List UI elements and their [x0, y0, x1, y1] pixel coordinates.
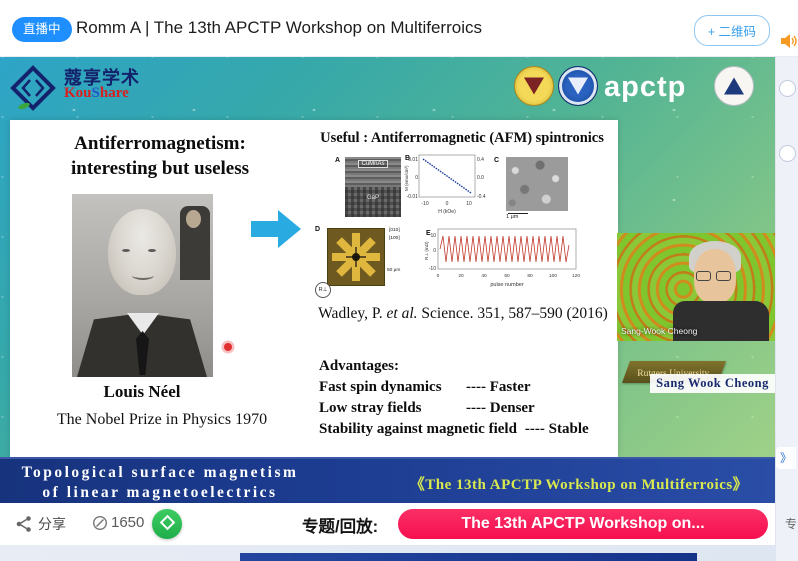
svg-text:-10: -10 — [421, 201, 428, 207]
page-bottom-strip — [0, 545, 798, 561]
neel-caption-name: Louis Néel — [103, 382, 181, 401]
slide-left-heading: Antiferromagnetism: interesting but usel… — [70, 133, 250, 180]
volume-icon[interactable] — [781, 33, 798, 49]
advantage-row: Low stray fields ---- Denser — [319, 400, 535, 416]
workshop-title: 《The 13th APCTP Workshop on Multiferroic… — [409, 477, 749, 493]
svg-text:R⊥ (mΩ): R⊥ (mΩ) — [424, 241, 429, 260]
svg-text:0.0: 0.0 — [477, 175, 484, 181]
svg-text:10: 10 — [430, 233, 436, 239]
figure-panel-d-device: D R⊥ [010] [100] — [313, 224, 409, 300]
share-icon — [16, 516, 31, 532]
figure-panel-e-pulse-plot: E 10 0 -10 R⊥ (mΩ) 0 20 40 60 80 100 120… — [424, 228, 580, 288]
svg-text:20: 20 — [458, 273, 464, 279]
stream-title: Romm A | The 13th APCTP Workshop on Mult… — [76, 18, 482, 37]
figure-panel-a-tem: A CuMnAs GaP — [335, 155, 403, 219]
right-arrow-icon — [251, 210, 301, 248]
svg-text:100: 100 — [549, 273, 557, 279]
gap-label: GaP — [366, 195, 379, 201]
neel-caption-prize: The Nobel Prize in Physics 1970 — [56, 411, 268, 428]
koushare-app-icon[interactable] — [152, 509, 182, 539]
svg-text:-10: -10 — [429, 266, 436, 272]
expand-chevron-icon[interactable]: 》 — [776, 447, 796, 469]
figure-panel-b-mh-plot: B 0.01 0 -0.01 M (emu/cm³) 0.4 0.0 -0.4 … — [404, 154, 486, 215]
svg-text:B: B — [405, 155, 410, 162]
advantages-list: Advantages: Fast spin dynamics ---- Faste… — [319, 356, 615, 440]
talk-title: Topological surface magnetism of linear … — [21, 464, 299, 501]
view-count: 1650 — [92, 514, 144, 531]
readout-resistance-label: R⊥ — [315, 282, 331, 298]
video-player: 蔻享学术 KouShare apctp Antiferromagnetism: … — [0, 57, 775, 503]
figure-panel-c-sem: C 1 μm — [494, 155, 570, 221]
views-icon — [92, 515, 108, 530]
svg-text:0: 0 — [437, 273, 440, 279]
svg-text:120: 120 — [572, 273, 580, 279]
playlist-button[interactable]: The 13th APCTP Workshop on... — [398, 509, 768, 539]
bottom-toolbar: 分享 1650 专题/回放: The 13th APCTP Workshop o… — [0, 503, 775, 545]
advantages-title: Advantages: — [319, 358, 400, 374]
apctp-logo: apctp — [604, 71, 687, 103]
top-bar: 直播中 Romm A | The 13th APCTP Workshop on … — [0, 0, 798, 57]
university-seal-gold — [514, 66, 554, 106]
laser-pointer-dot — [224, 343, 232, 351]
institute-seal-white — [714, 66, 754, 106]
svg-text:0.4: 0.4 — [477, 157, 484, 163]
koushare-logo-icon — [10, 65, 56, 111]
session-banner: Topological surface magnetism of linear … — [0, 457, 775, 503]
next-section-bar — [240, 553, 697, 561]
svg-text:M (emu/cm³): M (emu/cm³) — [404, 165, 409, 191]
svg-text:40: 40 — [481, 273, 487, 279]
cumnas-label: CuMnAs — [358, 160, 388, 168]
university-seal-blue — [558, 66, 598, 106]
koushare-name-cn: 蔻享学术 — [64, 68, 140, 88]
advantage-row: Fast spin dynamics ---- Faster — [319, 379, 531, 395]
speaker-webcam: Sang-Wook Cheong — [617, 233, 775, 341]
svg-text:-0.4: -0.4 — [477, 194, 486, 200]
sidebar-partial-text: 专 — [785, 517, 798, 531]
share-button[interactable]: 分享 — [15, 514, 66, 534]
advantage-row: Stability against magnetic field ---- Sta… — [319, 421, 589, 437]
svg-text:10: 10 — [466, 201, 472, 207]
paper-citation: Wadley, P. et al. Science. 351, 587–590 … — [318, 305, 608, 322]
webcam-name-overlay: Sang-Wook Cheong — [621, 326, 698, 336]
sidebar-circle-icon[interactable] — [779, 145, 796, 162]
svg-text:60: 60 — [504, 273, 510, 279]
speaker-name-banner: Sang Wook Cheong — [650, 374, 775, 393]
live-status-badge: 直播中 — [12, 17, 72, 42]
louis-neel-photo — [72, 194, 213, 377]
sidebar-circle-icon[interactable] — [779, 80, 796, 97]
svg-text:0: 0 — [433, 248, 436, 254]
right-sidebar-strip: 》 专 — [775, 57, 798, 561]
svg-text:0.01: 0.01 — [408, 157, 418, 163]
koushare-name-en: KouShare — [64, 85, 129, 101]
svg-text:H (kOe): H (kOe) — [438, 209, 456, 215]
qr-code-button[interactable]: + 二维码 — [693, 15, 770, 46]
presentation-slide: Antiferromagnetism: interesting but usel… — [10, 120, 618, 457]
svg-text:E: E — [426, 230, 431, 237]
svg-text:0: 0 — [446, 201, 449, 207]
svg-text:0: 0 — [415, 175, 418, 181]
svg-text:-0.01: -0.01 — [407, 194, 419, 200]
scale-bar-label: 1 μm — [506, 214, 519, 220]
slide-right-heading: Useful : Antiferromagnetic (AFM) spintro… — [320, 130, 604, 146]
svg-text:pulse number: pulse number — [490, 282, 523, 288]
playlist-label: 专题/回放: — [302, 518, 379, 536]
svg-text:80: 80 — [527, 273, 533, 279]
